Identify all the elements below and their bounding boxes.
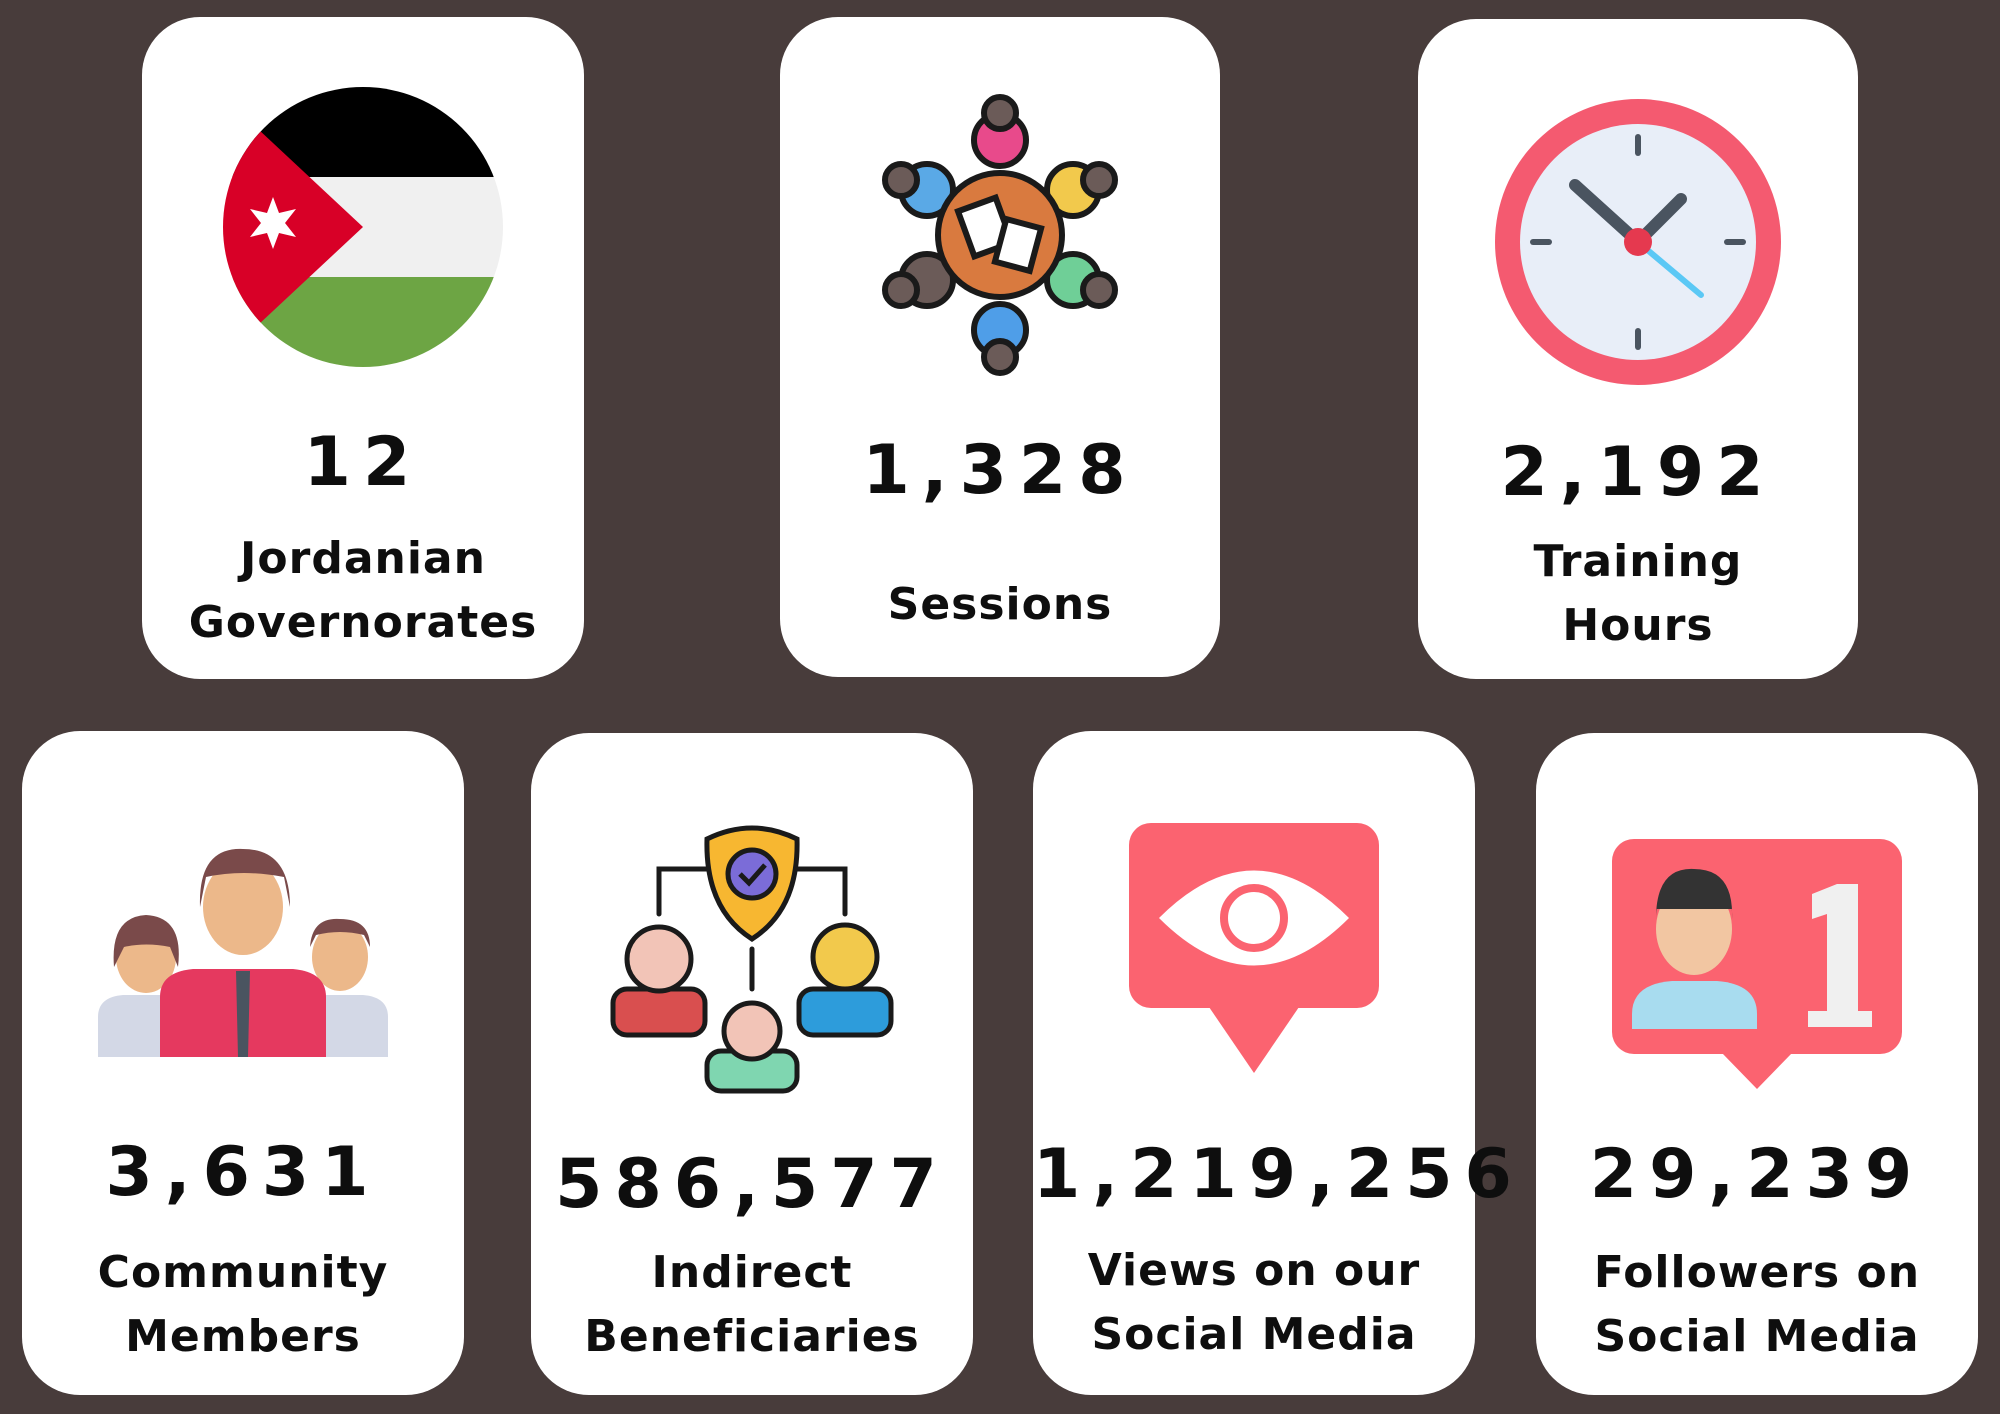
governorates-label-line1: Jordanian [240,533,486,584]
stat-card-governorates: 12 Jordanian Governorates [142,17,584,679]
training-hours-value: 2,192 [1500,433,1776,512]
stat-card-sessions: 1,328 Sessions [780,17,1220,677]
stat-card-training-hours: 2,192 Training Hours [1418,19,1858,679]
stat-card-social-views: 1,219,256 Views on our Social Media [1033,731,1524,1395]
training-hours-label-line2: Hours [1562,600,1714,651]
training-hours-label-line1: Training [1533,536,1743,587]
indirect-beneficiaries-value: 586,577 [555,1145,949,1224]
stat-card-community-members: 3,631 Community Members [22,731,464,1395]
clock-icon [1493,97,1783,387]
view-eye-icon [1129,823,1379,1073]
follower-notification-icon [1612,839,1902,1089]
stat-card-social-followers: 29,239 Followers on Social Media [1536,733,1978,1395]
governorates-label-line2: Governorates [188,597,538,648]
social-followers-value: 29,239 [1589,1135,1925,1214]
stat-card-indirect-beneficiaries: 586,577 Indirect Beneficiaries [531,733,973,1395]
governorates-value: 12 [303,423,423,502]
social-followers-label-line2: Social Media [1594,1311,1920,1362]
community-members-value: 3,631 [105,1133,381,1212]
jordan-flag-icon [213,77,513,377]
community-members-label-line1: Community [97,1247,389,1298]
community-members-label-line2: Members [125,1311,361,1362]
family-group-icon [98,847,388,1057]
social-followers-label-line1: Followers on [1593,1247,1921,1298]
network-shield-icon [607,819,897,1094]
social-views-value: 1,219,256 [1033,1135,1524,1214]
social-views-label-line1: Views on our [1087,1245,1421,1296]
sessions-label-line1: Sessions [887,579,1113,630]
social-views-label-line2: Social Media [1091,1309,1417,1360]
group-meeting-icon [865,85,1135,385]
indirect-beneficiaries-label-line1: Indirect [651,1247,853,1298]
indirect-beneficiaries-label-line2: Beneficiaries [584,1311,920,1362]
sessions-value: 1,328 [862,431,1138,510]
